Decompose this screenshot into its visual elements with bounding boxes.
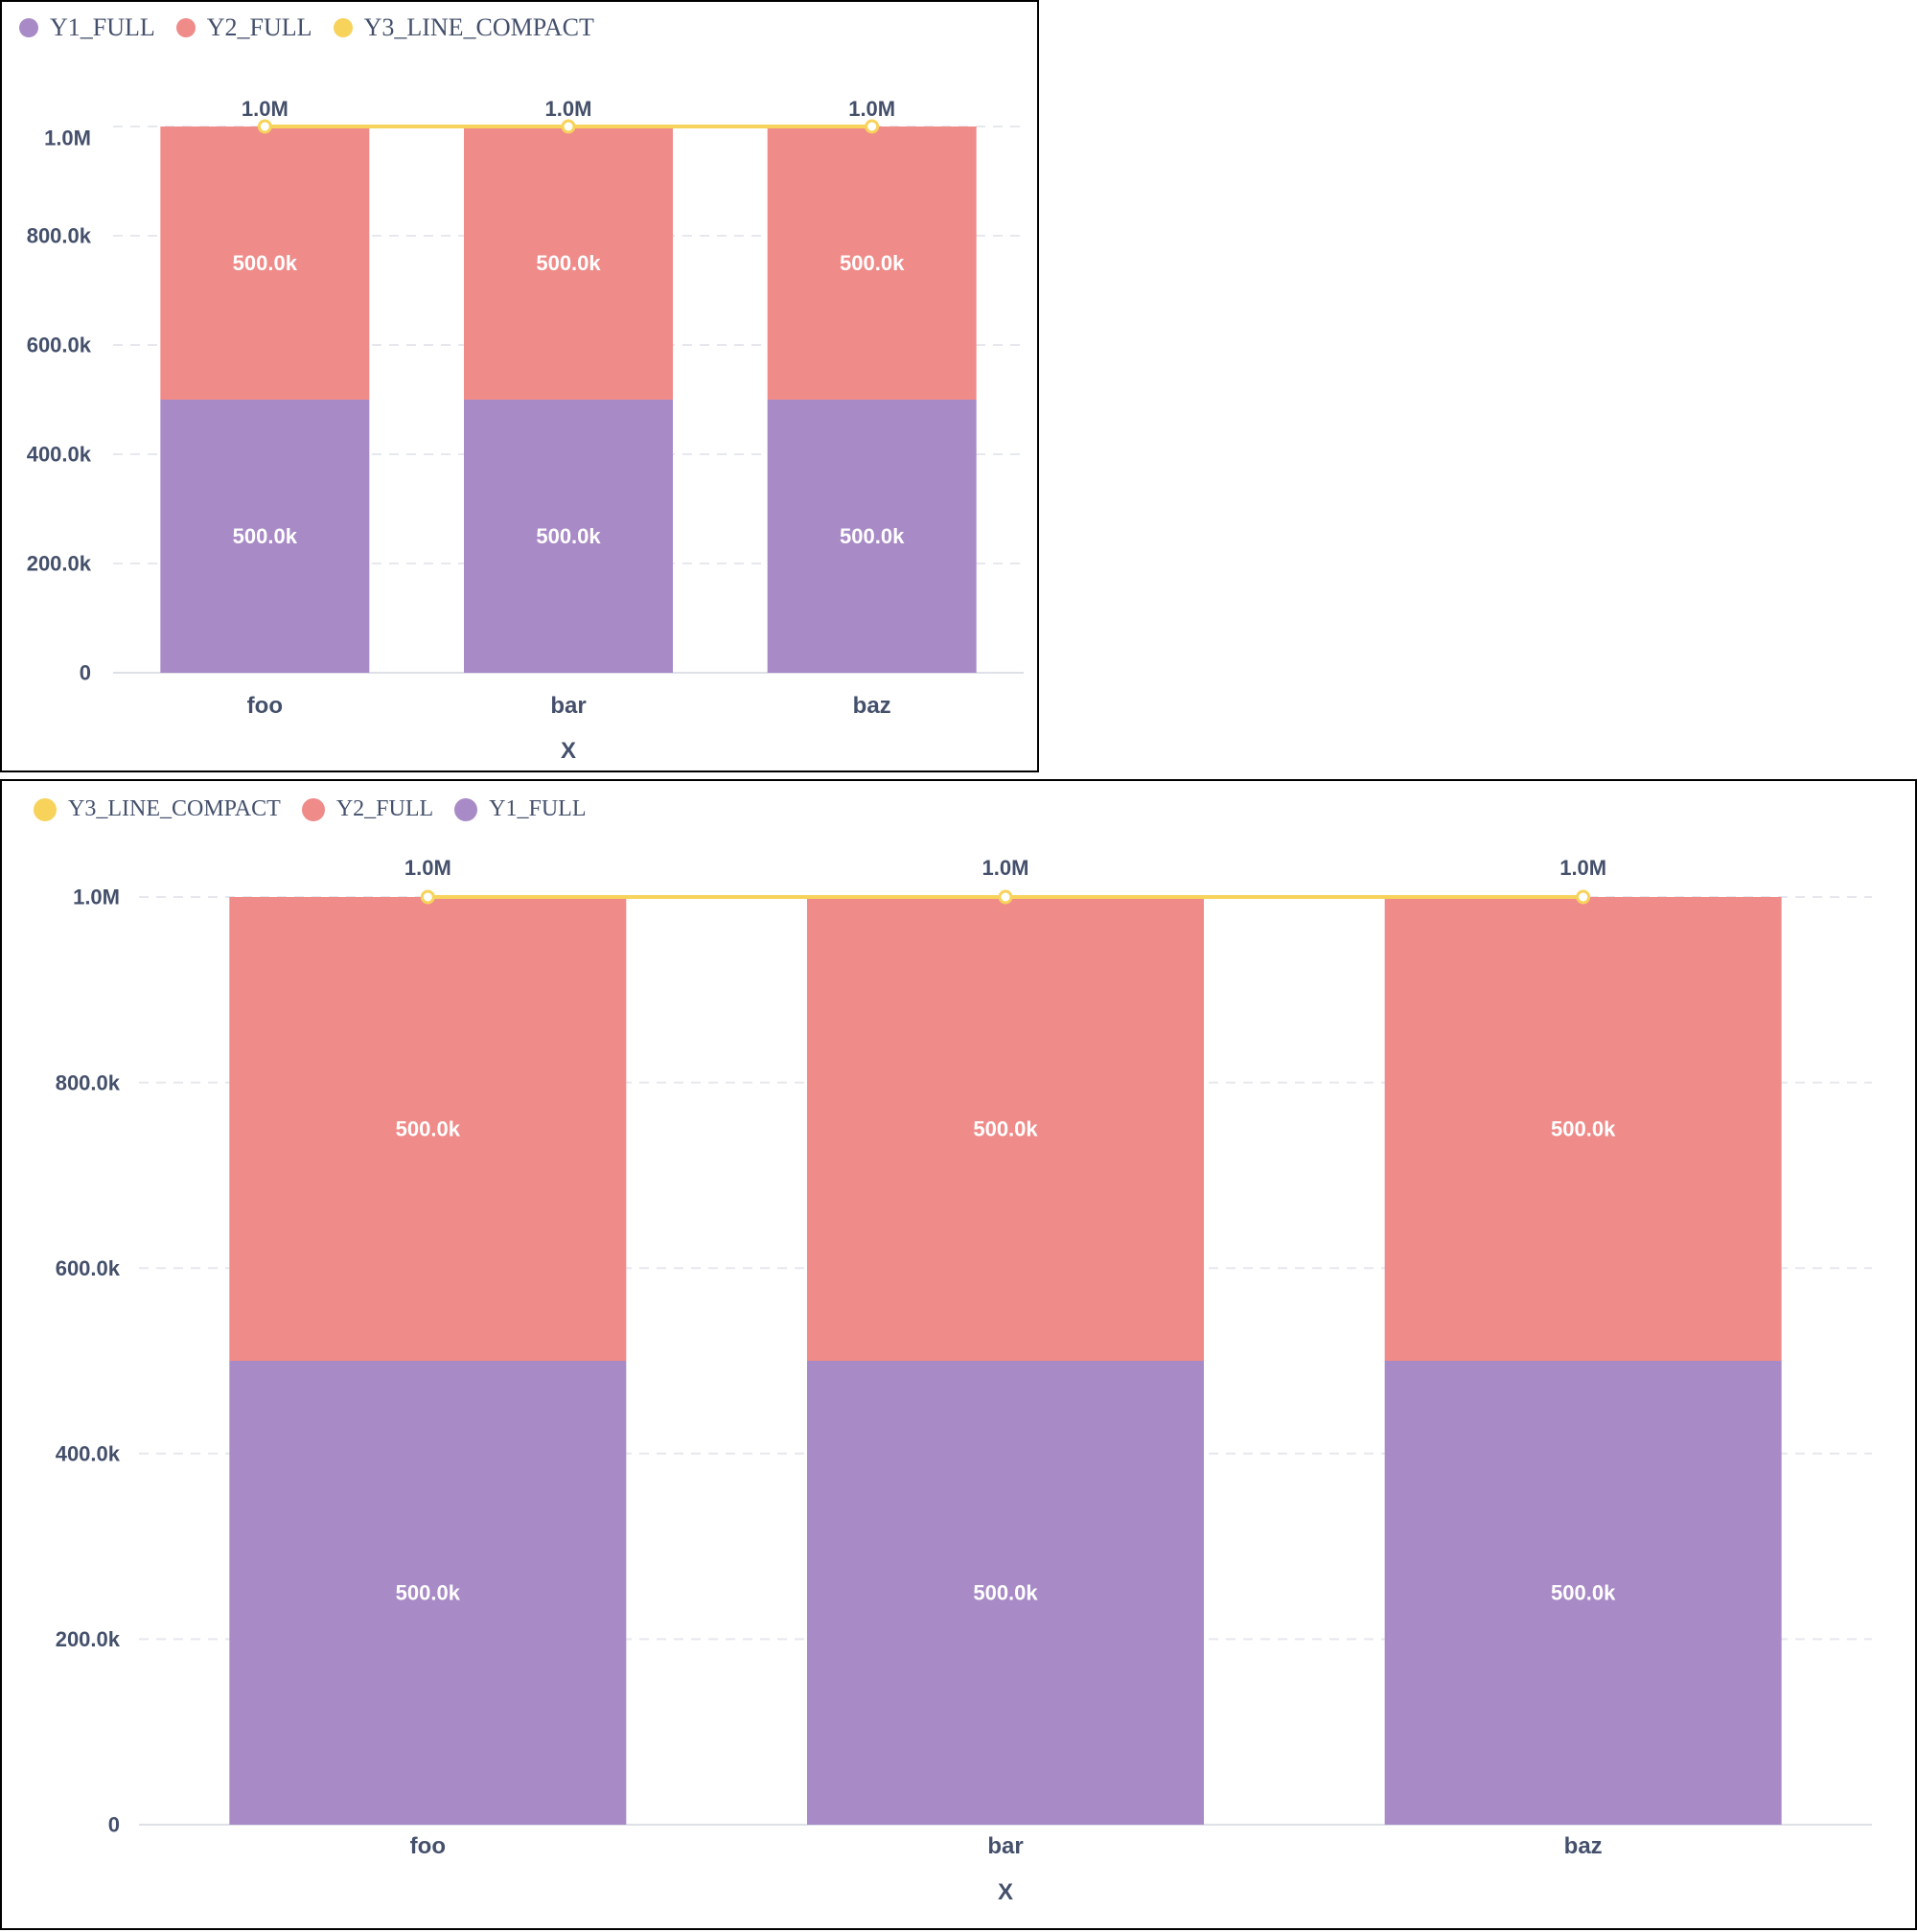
x-tick-label: foo [247, 693, 283, 719]
y-tick-label: 800.0k [27, 224, 92, 248]
legend-swatch-y3-line-compact [333, 18, 353, 37]
chart-panel-small: Y1_FULL Y2_FULL Y3_LINE_COMPACT 0 200.0k 4… [0, 0, 1039, 772]
legend-item-y2-full[interactable]: Y2_FULL [175, 13, 312, 42]
bar-y2-full [160, 126, 370, 400]
y-tick-label: 200.0k [56, 1627, 121, 1651]
bar-data-label: 500.0k [536, 524, 601, 548]
legend-item-y1-full[interactable]: Y1_FULL [454, 796, 587, 822]
legend-label: Y2_FULL [206, 13, 312, 41]
bar-data-label: 500.0k [1551, 1117, 1616, 1141]
legend-item-y3-line-compact[interactable]: Y3_LINE_COMPACT [333, 13, 594, 42]
bar-y2-full [767, 126, 977, 400]
legend-swatch-y3-line-compact [34, 797, 57, 821]
x-tick-label: bar [550, 693, 586, 719]
y-tick-label: 1.0M [73, 886, 120, 909]
bar-y2-full [229, 897, 627, 1361]
legend-label: Y2_FULL [335, 796, 434, 821]
y-tick-label: 600.0k [56, 1256, 121, 1280]
legend-swatch-y2-full [175, 18, 196, 37]
y-tick-label: 600.0k [27, 334, 92, 357]
x-tick-label: foo [410, 1833, 446, 1859]
bar-y2-full [1384, 897, 1782, 1361]
legend-label: Y3_LINE_COMPACT [363, 13, 594, 41]
chart-legend: Y1_FULL Y2_FULL Y3_LINE_COMPACT [19, 13, 594, 42]
chart-panel-large: Y3_LINE_COMPACT Y2_FULL Y1_FULL 0 200.0k 4… [0, 779, 1917, 1930]
line-point [420, 889, 435, 905]
bar-y1-full [807, 1361, 1204, 1825]
y-tick-label: 200.0k [27, 552, 92, 576]
line-data-label: 1.0M [982, 856, 1029, 880]
bar-data-label: 500.0k [840, 251, 905, 275]
bar-data-label: 500.0k [396, 1117, 461, 1141]
line-data-label: 1.0M [545, 97, 592, 121]
line-data-label: 1.0M [1559, 856, 1606, 880]
legend-item-y3-line-compact[interactable]: Y3_LINE_COMPACT [34, 796, 281, 822]
line-data-label: 1.0M [242, 97, 289, 121]
bar-y2-full [464, 126, 673, 400]
x-tick-label: baz [1564, 1833, 1603, 1859]
chart-legend: Y3_LINE_COMPACT Y2_FULL Y1_FULL [34, 796, 587, 822]
line-point [865, 119, 880, 134]
line-point [561, 119, 576, 134]
y-tick-label: 400.0k [27, 443, 92, 467]
bar-y1-full [160, 400, 370, 673]
bar-y1-full [767, 400, 977, 673]
legend-swatch-y2-full [301, 797, 325, 821]
legend-label: Y3_LINE_COMPACT [68, 796, 281, 821]
x-axis-title: X [998, 1879, 1013, 1905]
bar-y1-full [1384, 1361, 1782, 1825]
y-tick-label: 800.0k [56, 1070, 121, 1094]
y-tick-label: 0 [80, 661, 91, 685]
line-point [1576, 889, 1591, 905]
bar-data-label: 500.0k [1551, 1581, 1616, 1605]
x-tick-label: baz [853, 693, 891, 719]
bar-data-label: 500.0k [973, 1117, 1038, 1141]
y-tick-label: 400.0k [56, 1442, 121, 1466]
line-data-label: 1.0M [404, 856, 451, 880]
legend-label: Y1_FULL [50, 13, 155, 41]
chart-plot-area: 0 200.0k 400.0k 600.0k 800.0k 1.0M 500.0k 500.0… [56, 856, 1872, 1905]
bar-data-label: 500.0k [396, 1581, 461, 1605]
bar-y1-full [464, 400, 673, 673]
legend-swatch-y1-full [454, 797, 478, 821]
bar-y2-full [807, 897, 1204, 1361]
line-point [998, 889, 1013, 905]
chart-plot-area: 0 200.0k 400.0k 600.0k 800.0k 1.0M 500.0k 500.0… [27, 97, 1024, 764]
x-tick-label: bar [987, 1833, 1023, 1859]
legend-item-y2-full[interactable]: Y2_FULL [301, 796, 434, 822]
bar-data-label: 500.0k [840, 524, 905, 548]
legend-item-y1-full[interactable]: Y1_FULL [19, 13, 155, 42]
legend-label: Y1_FULL [489, 796, 587, 821]
legend-swatch-y1-full [19, 18, 38, 37]
y-tick-label: 1.0M [44, 126, 91, 150]
line-point [257, 119, 272, 134]
bar-data-label: 500.0k [233, 251, 298, 275]
y-tick-label: 0 [108, 1813, 120, 1837]
bar-data-label: 500.0k [536, 251, 601, 275]
bar-y1-full [229, 1361, 627, 1825]
x-axis-title: X [561, 738, 576, 764]
bar-data-label: 500.0k [233, 524, 298, 548]
line-data-label: 1.0M [848, 97, 895, 121]
bar-data-label: 500.0k [973, 1581, 1038, 1605]
